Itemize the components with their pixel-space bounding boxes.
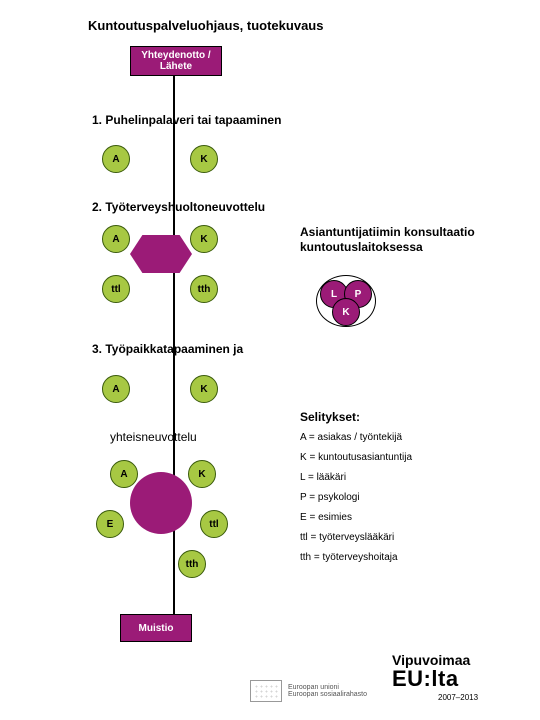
start-box: Yhteydenotto / Lähete <box>130 46 222 76</box>
venn-K: K <box>332 298 360 326</box>
node-A-2: A <box>102 225 130 253</box>
eu-flag-icon <box>250 680 282 702</box>
legend-heading: Selitykset: <box>300 410 360 424</box>
end-box: Muistio <box>120 614 192 642</box>
page-title: Kuntoutuspalveluohjaus, tuotekuvaus <box>88 18 323 33</box>
cluster-4-shape <box>130 472 192 534</box>
footer-eu1: Euroopan unioni <box>288 684 367 691</box>
section2-label: 2. Työterveyshuoltoneuvottelu <box>92 200 265 214</box>
node-tth-4: tth <box>178 550 206 578</box>
section1-label: 1. Puhelinpalaveri tai tapaaminen <box>92 113 281 127</box>
legend-4: E = esimies <box>300 512 352 523</box>
legend-3: P = psykologi <box>300 492 360 503</box>
node-A-4: A <box>110 460 138 488</box>
section4-label: yhteisneuvottelu <box>110 430 197 444</box>
node-K-1: K <box>190 145 218 173</box>
node-A-1: A <box>102 145 130 173</box>
footer-eu: Euroopan unioni Euroopan sosiaalirahasto <box>250 680 367 702</box>
diagram-canvas: Kuntoutuspalveluohjaus, tuotekuvaus Yhte… <box>0 0 540 720</box>
node-K-4: K <box>188 460 216 488</box>
footer-brand2: EU:lta <box>392 666 459 692</box>
node-tth-2: tth <box>190 275 218 303</box>
legend-0: A = asiakas / työntekijä <box>300 432 402 443</box>
node-A-3: A <box>102 375 130 403</box>
legend-6: tth = työterveyshoitaja <box>300 552 398 563</box>
connector-line <box>173 72 175 640</box>
node-ttl-2: ttl <box>102 275 130 303</box>
footer-eu2: Euroopan sosiaalirahasto <box>288 691 367 698</box>
node-K-2: K <box>190 225 218 253</box>
node-E-4: E <box>96 510 124 538</box>
consult-line2: kuntoutuslaitoksessa <box>300 240 423 254</box>
legend-2: L = lääkäri <box>300 472 346 483</box>
footer-years: 2007–2013 <box>438 693 478 702</box>
legend-1: K = kuntoutusasiantuntija <box>300 452 412 463</box>
node-ttl-4: ttl <box>200 510 228 538</box>
legend-5: ttl = työterveyslääkäri <box>300 532 394 543</box>
cluster-2-shape <box>130 235 192 273</box>
section3-label: 3. Työpaikkatapaaminen ja <box>92 342 243 356</box>
consult-line1: Asiantuntijatiimin konsultaatio <box>300 225 475 239</box>
node-K-3: K <box>190 375 218 403</box>
